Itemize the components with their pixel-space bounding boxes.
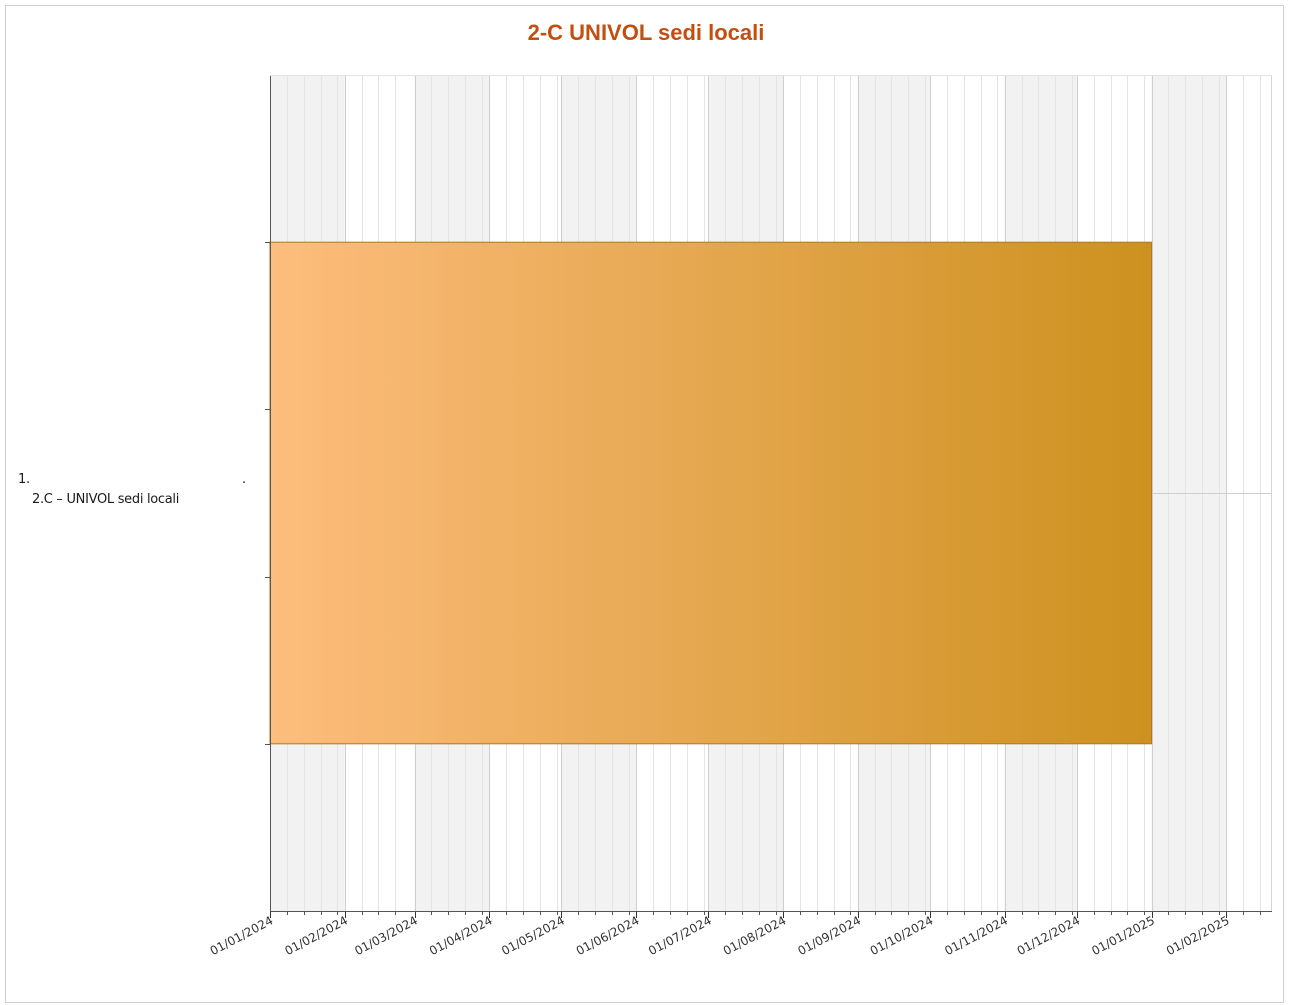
x-tick-label: 01/02/2024 bbox=[282, 913, 350, 958]
x-tick-label: 01/08/2024 bbox=[721, 913, 789, 958]
task-bar bbox=[269, 241, 1153, 745]
x-tick-label: 01/09/2024 bbox=[795, 913, 863, 958]
category-trailing-mark: . bbox=[242, 472, 246, 487]
x-tick-label: 01/01/2024 bbox=[208, 913, 276, 958]
x-tick-labels: 01/01/2024 01/02/2024 01/03/2024 01/04/2024… bbox=[208, 913, 1232, 958]
gantt-chart: 2-C UNIVOL sedi locali 01/01/2024 01/02/2… bbox=[18, 20, 1272, 958]
x-tick-label: 01/06/2024 bbox=[574, 913, 642, 958]
category-labels: 1. . 2.C – UNIVOL sedi locali bbox=[18, 472, 246, 507]
x-tick-label: 01/12/2024 bbox=[1015, 913, 1083, 958]
category-label: 2.C – UNIVOL sedi locali bbox=[32, 492, 179, 507]
chart-frame: 2-C UNIVOL sedi locali 01/01/2024 01/02/2… bbox=[5, 5, 1284, 1003]
x-tick-label: 01/01/2025 bbox=[1089, 913, 1157, 958]
category-number: 1. bbox=[18, 472, 30, 487]
x-tick-label: 01/07/2024 bbox=[646, 913, 714, 958]
x-tick-label: 01/05/2024 bbox=[499, 913, 567, 958]
x-tick-label: 01/11/2024 bbox=[942, 913, 1010, 958]
x-tick-label: 01/02/2025 bbox=[1164, 913, 1232, 958]
x-tick-label: 01/03/2024 bbox=[352, 913, 420, 958]
x-tick-label: 01/10/2024 bbox=[868, 913, 936, 958]
x-tick-label: 01/04/2024 bbox=[427, 913, 495, 958]
bars-layer bbox=[269, 241, 1153, 745]
axes bbox=[265, 75, 1272, 918]
chart-title: 2-C UNIVOL sedi locali bbox=[528, 20, 765, 45]
